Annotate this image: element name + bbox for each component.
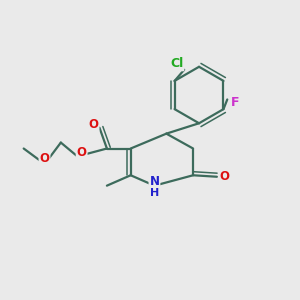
Text: O: O bbox=[219, 170, 229, 183]
Text: F: F bbox=[230, 96, 239, 109]
Text: H: H bbox=[150, 188, 159, 198]
Text: O: O bbox=[76, 146, 87, 160]
Text: O: O bbox=[88, 118, 98, 131]
Text: O: O bbox=[40, 152, 50, 165]
Text: Cl: Cl bbox=[170, 57, 183, 70]
Text: N: N bbox=[149, 175, 160, 188]
